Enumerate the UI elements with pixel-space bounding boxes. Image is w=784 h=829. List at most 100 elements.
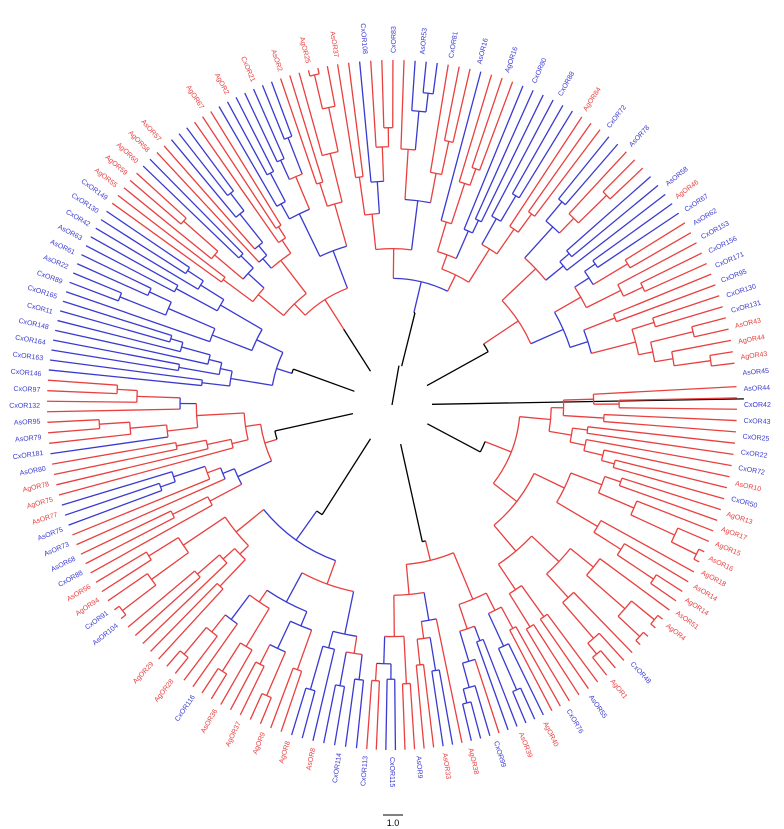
leaf-branch — [76, 478, 226, 546]
subtree-arc — [206, 626, 218, 637]
tree-branches — [47, 59, 744, 750]
leaf-branch — [49, 433, 131, 444]
leaf-branch — [53, 339, 180, 365]
internal-branch — [300, 611, 308, 627]
internal-branch — [416, 639, 421, 665]
internal-branch — [309, 646, 324, 690]
leaf-label: AgOR9 — [252, 731, 267, 755]
internal-branch — [231, 439, 249, 445]
clade-junction — [483, 343, 489, 352]
internal-branch — [638, 351, 653, 356]
leaf-branch — [598, 632, 625, 661]
leaf-branch — [72, 478, 210, 536]
subtree-arc — [574, 286, 587, 308]
leaf-label: AgOR75 — [26, 496, 54, 510]
leaf-branch — [650, 582, 677, 602]
leaf-branch — [307, 70, 311, 77]
internal-branch — [276, 367, 293, 375]
leaf-label: AgOR46 — [674, 179, 700, 201]
internal-branch — [572, 427, 588, 431]
leaf-label: AgOR8 — [278, 740, 291, 764]
leaf-branch — [194, 121, 280, 243]
leaf-label: AgOR28 — [153, 678, 175, 703]
leaf-label: CxOR50 — [730, 496, 758, 510]
subtree-arc — [693, 548, 700, 560]
leaf-label: AsOR44 — [744, 385, 771, 393]
internal-branch — [531, 535, 560, 563]
leaf-branch — [573, 591, 633, 654]
leaf-branch — [65, 291, 210, 343]
leaf-branch — [68, 489, 163, 526]
internal-branch — [410, 200, 419, 250]
internal-branch — [497, 648, 518, 691]
internal-branch — [592, 263, 628, 286]
leaf-branch — [47, 390, 118, 395]
leaf-branch — [515, 626, 561, 707]
leaf-label: AsOR56 — [66, 584, 92, 604]
clade-stem — [274, 413, 354, 432]
leaf-branch — [613, 273, 712, 315]
leaf-branch — [619, 407, 737, 410]
leaf-label: CxOR115 — [388, 757, 395, 787]
leaf-label: AgOR14 — [683, 597, 709, 618]
internal-branch — [240, 255, 254, 269]
internal-branch — [334, 203, 348, 247]
leaf-label: AgOR58 — [127, 130, 151, 154]
leaf-branch — [95, 551, 147, 583]
leaf-label: AgOR38 — [467, 747, 480, 775]
leaf-branch — [76, 263, 149, 297]
leaf-branch — [640, 252, 703, 284]
leaf-branch — [534, 129, 601, 217]
subtree-arc — [650, 614, 659, 625]
clade-stem — [321, 438, 372, 515]
leaf-label: AgOR67 — [184, 84, 204, 110]
leaf-branch — [355, 680, 365, 749]
leaf-branch — [593, 385, 737, 395]
leaf-branch — [149, 158, 244, 255]
internal-branch — [181, 346, 211, 356]
leaf-branch — [619, 485, 718, 521]
leaf-branch — [280, 670, 303, 732]
leaf-label: CxOR97 — [13, 386, 40, 394]
leaf-branch — [317, 67, 320, 75]
leaf-label: CxOR148 — [18, 318, 50, 332]
leaf-label: AsOR58 — [665, 166, 690, 188]
internal-branch — [175, 288, 218, 312]
internal-branch — [469, 168, 477, 186]
internal-branch — [353, 636, 358, 654]
subtree-arc — [586, 558, 601, 576]
leaf-branch — [107, 573, 148, 602]
subtree-arc — [618, 477, 623, 486]
internal-branch — [168, 307, 216, 330]
internal-branch — [257, 294, 284, 317]
leaf-branch — [650, 623, 656, 629]
subtree-arc — [169, 335, 173, 343]
leaf-branch — [422, 61, 427, 93]
internal-branch — [358, 654, 363, 680]
subtree-arc — [259, 424, 273, 462]
subtree-arc — [370, 180, 384, 183]
internal-branch — [447, 274, 457, 292]
leaf-label: AsOR51 — [674, 610, 700, 631]
internal-branch — [487, 613, 505, 647]
internal-branch — [556, 501, 598, 528]
subtree-arc — [238, 253, 244, 259]
leaf-branch — [80, 510, 172, 555]
internal-branch — [237, 460, 272, 478]
internal-branch — [149, 291, 172, 303]
leaf-branch — [694, 328, 729, 338]
internal-branch — [258, 589, 268, 603]
internal-branch — [458, 604, 468, 630]
leaf-label: AsOR95 — [14, 419, 41, 427]
leaf-branch — [47, 400, 137, 403]
leaf-branch — [568, 151, 627, 215]
leaf-label: CxOR43 — [743, 418, 770, 426]
internal-branch — [546, 573, 569, 598]
subtree-arc — [602, 191, 611, 200]
leaf-branch — [57, 319, 181, 353]
internal-branch — [604, 475, 621, 483]
subtree-arc — [492, 416, 521, 484]
subtree-arc — [216, 582, 224, 590]
leaf-branch — [48, 428, 100, 434]
